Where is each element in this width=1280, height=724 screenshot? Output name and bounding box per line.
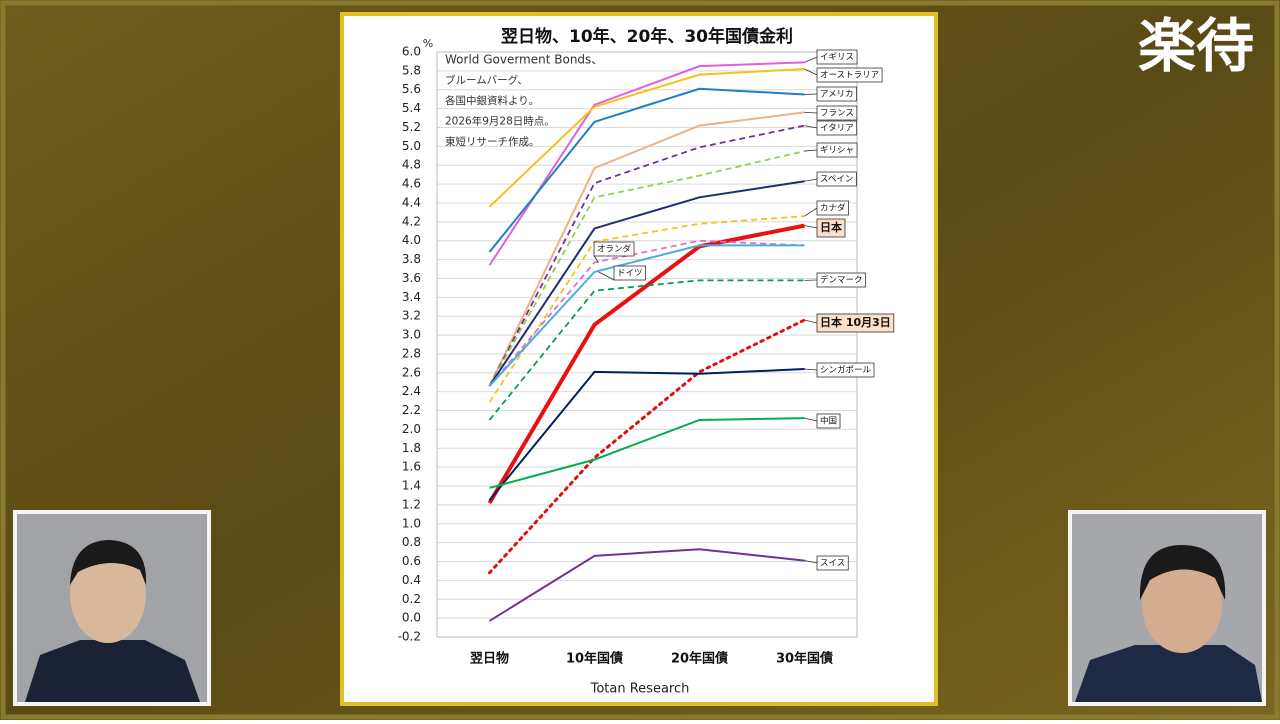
label-text: 日本 xyxy=(820,220,842,234)
y-unit: % xyxy=(423,37,433,50)
label-text: イギリス xyxy=(820,53,854,63)
label-text: アメリカ xyxy=(820,90,854,100)
annotation: 東短リサーチ作成。 xyxy=(445,135,540,148)
y-tick-label: 1.4 xyxy=(402,479,421,493)
label-text: 中国 xyxy=(820,416,837,427)
y-tick-label: 3.2 xyxy=(402,309,421,323)
y-tick-label: 1.0 xyxy=(402,516,421,530)
y-tick-label: 4.0 xyxy=(402,233,421,247)
y-tick-label: -0.2 xyxy=(398,630,421,644)
y-tick-label: 3.6 xyxy=(402,271,421,285)
annotation: World Goverment Bonds、 xyxy=(445,53,603,67)
label-text: 日本 10月3日 xyxy=(820,315,891,329)
annotation: ブルームバーグ、 xyxy=(445,74,528,87)
series-label: 日本 10月3日 xyxy=(805,314,894,332)
y-tick-label: 0.0 xyxy=(402,611,421,625)
y-tick-label: 4.2 xyxy=(402,214,421,228)
y-tick-label: 1.6 xyxy=(402,460,421,474)
x-tick-label: 30年国債 xyxy=(776,651,833,667)
y-tick-label: 2.4 xyxy=(402,384,421,398)
y-tick-label: 5.2 xyxy=(402,120,421,134)
x-tick-label: 20年国債 xyxy=(671,651,728,667)
y-tick-label: 5.6 xyxy=(402,82,421,96)
annotation: 2026年9月28日時点。 xyxy=(445,115,555,128)
y-tick-label: 0.8 xyxy=(402,535,421,549)
label-text: ギリシャ xyxy=(820,146,854,156)
label-text: オーストラリア xyxy=(820,71,879,81)
label-text: オランダ xyxy=(597,244,632,255)
y-tick-label: 4.6 xyxy=(402,177,421,191)
label-text: スペイン xyxy=(820,175,853,185)
label-text: スイス xyxy=(820,559,845,569)
annotation: 各国中銀資料より。 xyxy=(445,94,539,107)
y-tick-label: 5.0 xyxy=(402,139,421,153)
y-tick-label: 2.8 xyxy=(402,346,421,360)
right-camera xyxy=(1068,510,1266,706)
y-tick-label: 4.8 xyxy=(402,158,421,172)
y-tick-label: 2.0 xyxy=(402,422,421,436)
y-tick-label: 5.4 xyxy=(402,101,421,115)
label-text: ドイツ xyxy=(617,269,643,279)
y-tick-label: 3.0 xyxy=(402,328,421,342)
channel-logo: 楽待 xyxy=(1138,12,1254,80)
y-tick-label: 5.8 xyxy=(402,63,421,77)
y-tick-label: 0.2 xyxy=(402,592,421,606)
label-text: カナダ xyxy=(820,203,846,214)
y-tick-label: 0.4 xyxy=(402,573,421,587)
y-tick-label: 1.8 xyxy=(402,441,421,455)
y-tick-label: 2.6 xyxy=(402,365,421,379)
left-camera xyxy=(13,510,211,706)
label-text: フランス xyxy=(820,109,854,119)
y-tick-label: 6.0 xyxy=(402,45,421,59)
source: Totan Research xyxy=(590,682,690,697)
y-tick-label: 1.2 xyxy=(402,497,421,511)
chart-title: 翌日物、10年、20年、30年国債金利 xyxy=(501,26,793,47)
label-text: デンマーク xyxy=(820,275,863,286)
label-text: イタリア xyxy=(820,124,854,134)
y-tick-label: 0.6 xyxy=(402,554,421,568)
y-tick-label: 4.4 xyxy=(402,195,421,209)
y-tick-label: 3.4 xyxy=(402,290,421,304)
label-text: シンガポール xyxy=(820,365,872,376)
y-tick-label: 2.2 xyxy=(402,403,421,417)
x-tick-label: 翌日物 xyxy=(470,651,509,667)
x-tick-label: 10年国債 xyxy=(566,651,623,667)
y-tick-label: 3.8 xyxy=(402,252,421,266)
